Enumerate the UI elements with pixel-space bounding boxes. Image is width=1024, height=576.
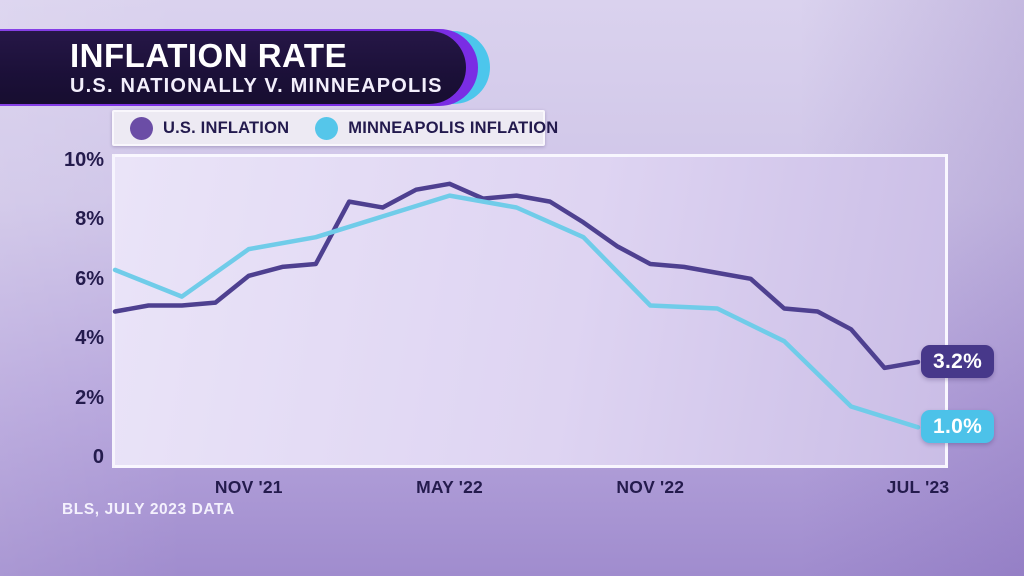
x-tick-label: MAY '22	[416, 477, 483, 497]
minneapolis-series-dot-icon	[315, 116, 339, 140]
source-footnote: BLS, JULY 2023 DATA	[62, 501, 235, 518]
page-title: INFLATION RATE	[70, 37, 348, 74]
y-tick-label: 10%	[63, 149, 104, 171]
x-tick-label: NOV '21	[214, 477, 283, 497]
minneapolis-end-value-badge: 1.0%	[921, 410, 995, 444]
us-end-value-badge: 3.2%	[921, 344, 995, 378]
legend-item-minneapolis: MINNEAPOLIS INFLATION	[315, 116, 559, 140]
header-title-box: INFLATION RATE U.S. NATIONALLY V. MINNEA…	[0, 31, 466, 104]
y-tick-label: 8%	[75, 208, 104, 231]
legend-label-minneapolis: MINNEAPOLIS INFLATION	[348, 118, 559, 137]
page-subtitle: U.S. NATIONALLY V. MINNEAPOLIS	[70, 75, 443, 97]
legend-item-us: U.S. INFLATION	[130, 116, 290, 140]
y-tick-label: 4%	[75, 327, 104, 350]
x-tick-label: JUL '23	[886, 477, 950, 497]
legend-label-us: U.S. INFLATION	[163, 118, 290, 137]
chart-legend: U.S. INFLATION MINNEAPOLIS INFLATION	[112, 110, 558, 146]
y-tick-label: 6%	[75, 267, 104, 290]
x-tick-label: NOV '22	[616, 477, 685, 497]
y-tick-label: 2%	[75, 386, 104, 409]
us-series-dot-icon	[130, 116, 153, 140]
y-tick-label: 0	[92, 446, 104, 468]
plot-area	[112, 154, 948, 468]
